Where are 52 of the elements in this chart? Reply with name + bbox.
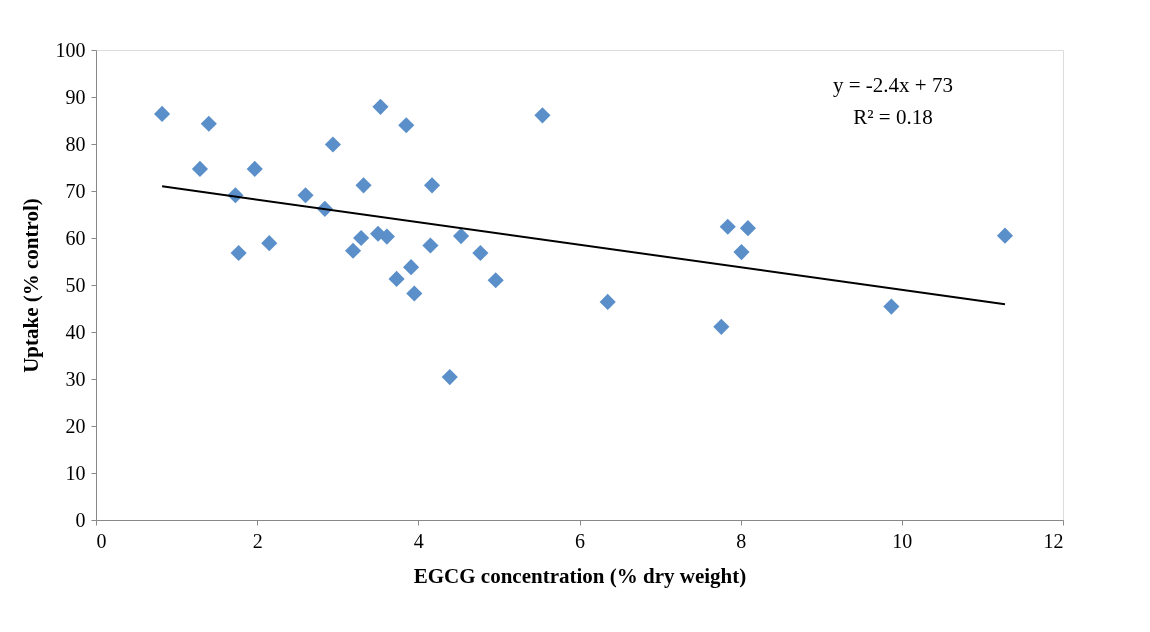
point [230, 244, 247, 262]
x-axis-title: EGCG concentration (% dry weight) [413, 563, 747, 588]
y-tick-label: 70 [65, 179, 86, 202]
point [733, 244, 750, 261]
y-tick-label: 80 [65, 132, 86, 155]
y-tick-label: 40 [65, 320, 86, 343]
point [472, 244, 489, 262]
point [423, 177, 441, 194]
point [599, 293, 616, 310]
y-tick-label: 30 [65, 367, 86, 390]
point [154, 105, 171, 122]
point [403, 259, 420, 276]
x-tick-label: 10 [892, 529, 913, 552]
x-tick-label: 4 [413, 529, 424, 552]
point [345, 242, 362, 259]
x-tick-label: 2 [252, 529, 263, 552]
point [297, 187, 314, 204]
point [713, 318, 730, 335]
y-tick-label: 50 [65, 273, 86, 296]
point [388, 270, 405, 287]
y-tick-label: 60 [65, 226, 86, 249]
x-tick-label: 12 [1043, 529, 1064, 552]
y-tick-label: 20 [65, 414, 86, 437]
point [739, 220, 756, 237]
point [996, 227, 1014, 244]
point [200, 115, 217, 132]
point [355, 177, 372, 194]
point [487, 272, 504, 289]
point [191, 160, 209, 177]
y-tick-label: 100 [55, 38, 86, 61]
y-tick-label: 90 [65, 85, 86, 108]
annotation: y = -2.4x + 73 [833, 73, 953, 97]
annotation: R² = 0.18 [853, 105, 933, 129]
y-tick-label: 10 [65, 461, 86, 484]
point [353, 229, 370, 247]
x-tick-label: 6 [575, 529, 585, 552]
point [883, 298, 900, 315]
x-tick-label: 8 [736, 529, 747, 552]
point [422, 237, 439, 254]
point [372, 98, 389, 115]
point [452, 228, 470, 245]
point [719, 218, 736, 235]
y-axis-title: Uptake (% control) [18, 198, 43, 373]
point [246, 160, 263, 177]
point [441, 369, 458, 386]
x-tick-label: 0 [96, 529, 107, 552]
point [398, 117, 415, 134]
point [534, 107, 551, 124]
y-tick-label: 0 [75, 508, 86, 531]
point [261, 235, 278, 252]
point [324, 136, 341, 153]
point [406, 285, 423, 302]
